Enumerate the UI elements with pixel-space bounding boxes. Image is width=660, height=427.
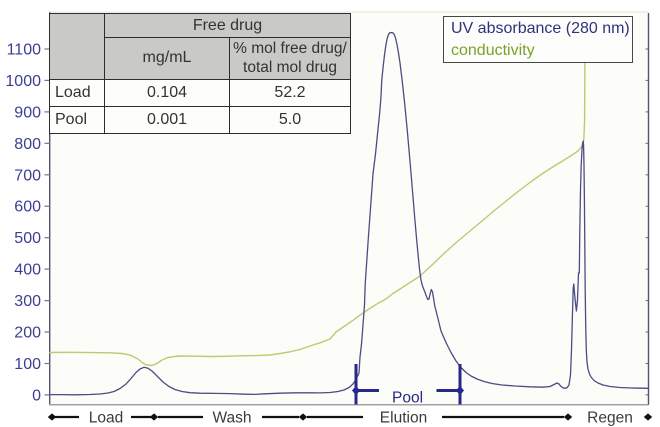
svg-text:800: 800: [14, 136, 41, 153]
svg-text:100: 100: [14, 356, 41, 373]
svg-text:400: 400: [14, 262, 41, 279]
svg-text:1100: 1100: [7, 42, 42, 59]
svg-text:700: 700: [14, 167, 41, 184]
svg-text:Wash: Wash: [212, 410, 251, 427]
svg-text:Regen: Regen: [587, 410, 633, 427]
svg-text:500: 500: [14, 230, 41, 247]
svg-text:Load: Load: [89, 410, 123, 427]
svg-text:Elution: Elution: [380, 410, 427, 427]
svg-text:900: 900: [14, 104, 41, 121]
svg-text:200: 200: [14, 325, 41, 342]
svg-text:1000: 1000: [5, 73, 41, 90]
svg-text:300: 300: [14, 293, 41, 310]
svg-text:0: 0: [32, 387, 41, 404]
svg-text:600: 600: [14, 199, 41, 216]
svg-text:Pool: Pool: [392, 390, 423, 407]
